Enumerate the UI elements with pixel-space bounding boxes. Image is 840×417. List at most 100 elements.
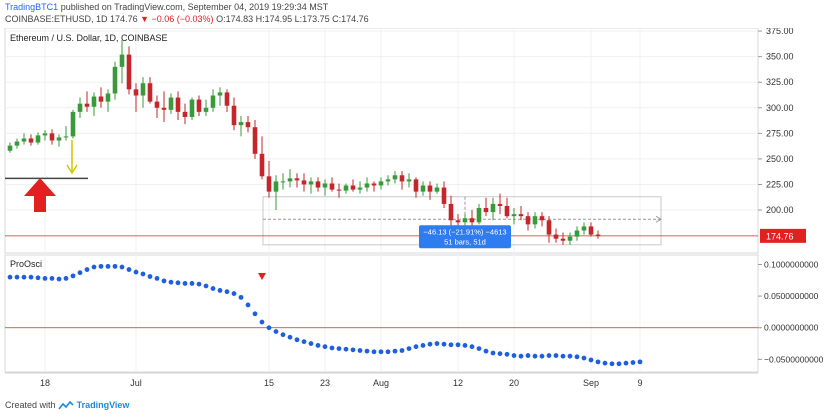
osc-point xyxy=(336,346,342,351)
candle-body xyxy=(245,122,251,128)
osc-tick-label: 0.0000000000 xyxy=(764,323,819,333)
osc-point xyxy=(525,353,531,358)
osc-point xyxy=(511,353,517,358)
candle-body xyxy=(497,203,503,206)
candle-body xyxy=(406,179,412,182)
osc-point xyxy=(140,271,146,277)
price-tick-label: 275.00 xyxy=(766,128,794,138)
tradingview-brand[interactable]: TradingView xyxy=(76,400,130,410)
osc-point xyxy=(329,345,335,351)
osc-point xyxy=(630,360,636,365)
candle-body xyxy=(182,111,188,117)
osc-point xyxy=(392,348,398,354)
osc-point xyxy=(637,359,643,365)
osc-point xyxy=(63,276,69,281)
candle-body xyxy=(483,208,489,213)
candle-body xyxy=(371,183,377,186)
candle-body xyxy=(91,96,97,107)
candle-body xyxy=(287,178,293,182)
osc-point xyxy=(427,341,433,347)
time-tick-label: Jul xyxy=(130,378,142,388)
candle-body xyxy=(581,226,587,231)
osc-point xyxy=(49,276,55,281)
candle-body xyxy=(147,83,153,102)
candle-body xyxy=(252,127,258,154)
osc-tick-label: 0.0500000000 xyxy=(764,291,819,301)
price-tick-label: 300.00 xyxy=(766,103,794,113)
osc-point xyxy=(553,353,559,358)
osc-point xyxy=(287,334,293,340)
yellow-arrow-head xyxy=(66,164,78,175)
candle-body xyxy=(595,234,601,236)
osc-point xyxy=(350,347,356,353)
candle-body xyxy=(133,89,139,96)
osc-point xyxy=(21,274,27,280)
osc-point xyxy=(574,354,580,360)
osc-point xyxy=(70,273,76,279)
price-chart[interactable]: 375.00 350.00 325.00 300.00 275.00 250.00 225.… xyxy=(0,28,840,398)
last-price-text: 174.76 xyxy=(110,14,138,24)
osc-point xyxy=(224,289,230,295)
candle-body xyxy=(154,101,160,108)
candle-body xyxy=(140,83,146,96)
candle-body xyxy=(294,178,300,181)
osc-point xyxy=(280,332,286,338)
osc-point xyxy=(343,346,349,352)
osc-point xyxy=(588,357,594,363)
sell-signal-triangle xyxy=(258,273,266,280)
candle-body xyxy=(315,181,321,188)
candle-body xyxy=(35,135,41,143)
candle-body xyxy=(420,185,426,192)
osc-point xyxy=(7,274,13,280)
osc-point xyxy=(210,286,216,291)
symbol-label: COINBASE:ETHUSD, 1D xyxy=(5,14,108,24)
osc-point xyxy=(14,274,20,280)
candle-body xyxy=(434,187,440,192)
candle-body xyxy=(14,141,20,146)
osc-tick-label: 0.1000000000 xyxy=(764,259,819,269)
osc-point xyxy=(616,361,622,367)
candle-body xyxy=(224,92,230,106)
osc-point xyxy=(476,346,482,351)
candle-body xyxy=(280,181,286,183)
candle-body xyxy=(49,133,55,141)
tradingview-logo-icon xyxy=(58,400,74,410)
osc-point xyxy=(469,344,475,350)
osc-point xyxy=(126,267,132,272)
footer: Created with TradingView xyxy=(5,400,129,411)
candle-body xyxy=(539,216,545,221)
osc-point xyxy=(455,342,461,348)
osc-point xyxy=(105,263,111,269)
measure-label-box xyxy=(419,225,511,249)
osc-point xyxy=(56,276,62,282)
author-link[interactable]: TradingBTC1 xyxy=(5,2,59,12)
candle-body xyxy=(378,181,384,186)
measure-arrowhead xyxy=(655,215,662,223)
osc-point xyxy=(399,348,405,353)
osc-point xyxy=(112,263,118,269)
time-tick-label: 20 xyxy=(509,378,519,388)
osc-point xyxy=(378,349,384,355)
osc-point xyxy=(385,349,391,355)
osc-point xyxy=(259,319,265,325)
publish-info: TradingBTC1 published on TradingView.com… xyxy=(5,2,328,12)
oscillator-title: ProOsci xyxy=(10,259,42,269)
osc-point xyxy=(252,311,258,317)
price-tick-label: 325.00 xyxy=(766,77,794,87)
candle-body xyxy=(112,66,118,94)
candle-body xyxy=(266,176,272,192)
ohlc-text: O:174.83 H:174.95 L:173.75 C:174.76 xyxy=(216,14,369,24)
osc-point xyxy=(483,348,489,354)
time-tick-label: 9 xyxy=(637,378,642,388)
price-tick-label: 250.00 xyxy=(766,154,794,164)
buy-arrow-icon xyxy=(24,178,56,212)
osc-point xyxy=(539,353,545,359)
osc-point xyxy=(462,343,468,348)
candle-body xyxy=(399,175,405,182)
last-price-badge-text: 174.76 xyxy=(766,231,794,241)
candle-body xyxy=(588,226,594,235)
candle-body xyxy=(343,185,349,191)
osc-point xyxy=(273,329,279,334)
candle-body xyxy=(532,216,538,225)
osc-point xyxy=(434,341,440,346)
